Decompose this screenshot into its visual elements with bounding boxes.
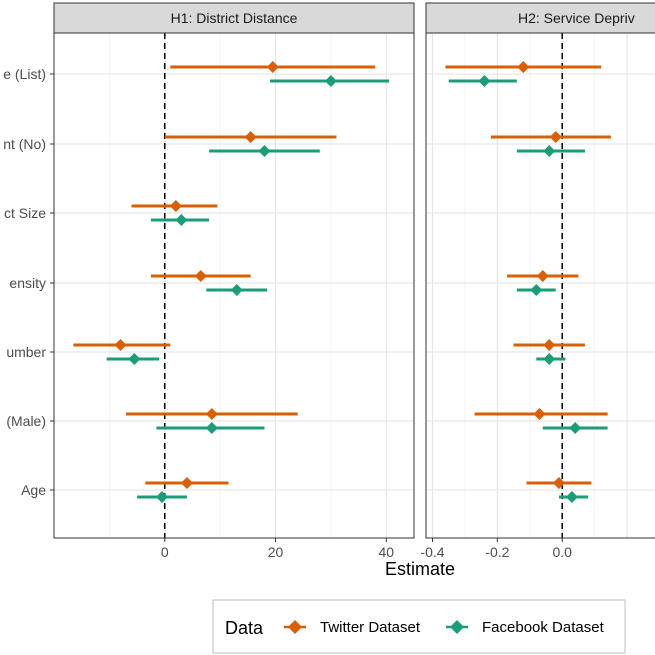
estimate-point-facebook	[543, 353, 556, 365]
estimate-point-twitter	[549, 131, 562, 143]
legend-item-twitter: Twitter Dataset	[284, 619, 421, 636]
x-tick-label: 40	[379, 544, 395, 560]
estimate-point-facebook	[324, 75, 337, 87]
panel-h1-border	[53, 32, 415, 539]
estimate-point-facebook	[565, 491, 578, 503]
legend-twitter-label: Twitter Dataset	[320, 619, 421, 636]
y-tick-label: nt (No)	[3, 136, 46, 152]
estimate-point-twitter	[169, 200, 182, 212]
estimate-point-facebook	[156, 491, 168, 503]
legend-facebook-diamond	[450, 620, 464, 634]
legend-facebook-label: Facebook Dataset	[482, 619, 605, 636]
panel-h1: H1: District Distance 0 20 40	[53, 2, 415, 560]
estimate-point-twitter	[194, 270, 207, 282]
panel-h2-strip	[425, 2, 655, 34]
estimate-point-facebook	[569, 422, 582, 434]
y-tick-label: (Male)	[6, 413, 46, 429]
estimate-point-facebook	[478, 75, 491, 87]
x-axis-title: Estimate	[385, 559, 455, 579]
legend-title: Data	[225, 618, 264, 638]
panel-h2: H2: Service Depriv -0.4 -0.2 0.0	[420, 2, 655, 560]
estimate-point-twitter	[114, 339, 127, 351]
x-tick-label: -0.4	[420, 544, 444, 560]
estimate-point-facebook	[258, 145, 271, 157]
x-tick-label: 0	[161, 544, 169, 560]
legend: Data Twitter Dataset Facebook Dataset	[212, 599, 626, 654]
estimate-point-facebook	[205, 422, 218, 434]
legend-item-facebook: Facebook Dataset	[446, 619, 605, 636]
panel-h2-title: H2: Service Depriv	[518, 10, 635, 26]
estimate-point-twitter	[266, 61, 279, 73]
y-tick-label: ensity	[9, 275, 46, 291]
panel-h2-marks	[445, 33, 611, 538]
legend-twitter-diamond	[288, 620, 302, 634]
estimate-point-twitter	[205, 408, 218, 420]
estimate-point-twitter	[533, 408, 546, 420]
panel-h1-title: H1: District Distance	[171, 10, 298, 26]
estimate-point-twitter	[517, 61, 530, 73]
panel-h1-strip	[53, 2, 415, 34]
panel-h2-x-axis: -0.4 -0.2 0.0	[420, 538, 572, 560]
x-tick-label: 20	[268, 544, 284, 560]
estimate-point-facebook	[530, 284, 543, 296]
estimate-point-twitter	[244, 131, 257, 143]
estimate-point-facebook	[128, 353, 141, 365]
y-tick-label: umber	[6, 344, 46, 360]
panel-h1-x-axis: 0 20 40	[161, 538, 394, 560]
estimate-point-facebook	[175, 214, 188, 226]
estimate-point-twitter	[552, 477, 565, 489]
estimate-point-facebook	[230, 284, 243, 296]
estimate-point-twitter	[543, 339, 556, 351]
panel-h2-background	[426, 33, 655, 538]
y-tick-label: e (List)	[3, 66, 46, 82]
estimate-point-twitter	[180, 477, 193, 489]
x-tick-label: -0.2	[485, 544, 509, 560]
y-tick-label: Age	[21, 482, 46, 498]
legend-box	[212, 599, 626, 654]
y-tick-label: ct Size	[4, 205, 46, 221]
panel-h1-background	[54, 33, 414, 538]
estimate-point-facebook	[543, 145, 556, 157]
panel-h2-border	[425, 32, 655, 539]
estimate-point-twitter	[536, 270, 549, 282]
y-axis: Age (Male) umber ensity ct Size nt (No) e (Lis…	[3, 66, 54, 498]
panel-h1-marks	[73, 33, 390, 538]
x-tick-label: 0.0	[552, 544, 572, 560]
